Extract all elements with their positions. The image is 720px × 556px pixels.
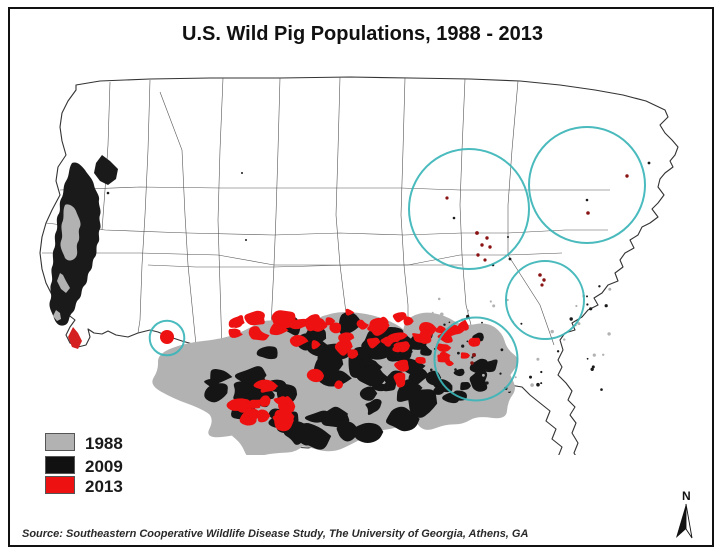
svg-text:N: N <box>682 489 691 503</box>
